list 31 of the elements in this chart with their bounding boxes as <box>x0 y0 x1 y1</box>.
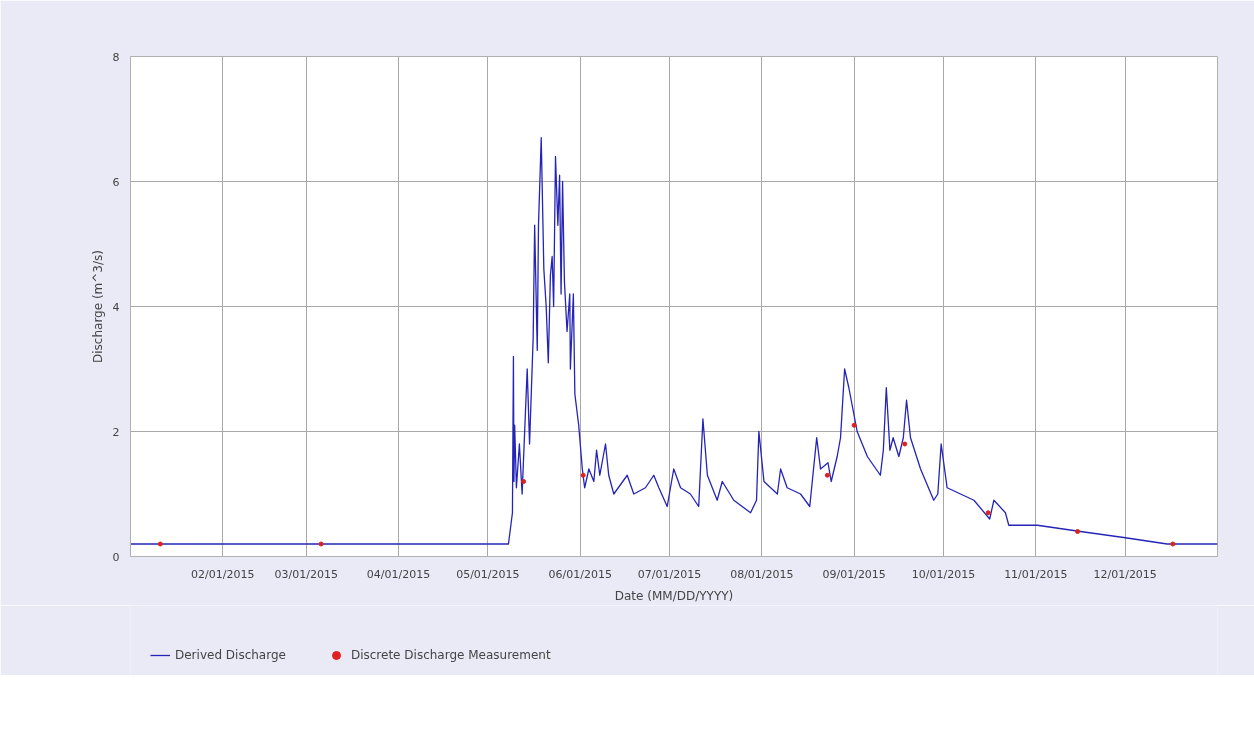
x-tick-label: 08/01/2015 <box>730 567 794 581</box>
point <box>157 541 163 547</box>
x-tick-label: 10/01/2015 <box>911 567 976 581</box>
x-tick-label: 11/01/2015 <box>1004 567 1068 581</box>
point <box>318 541 324 547</box>
point <box>1170 541 1176 547</box>
point <box>580 472 586 478</box>
point <box>824 472 830 478</box>
legend-label: Discrete Discharge Measurement <box>350 648 551 662</box>
y-tick-label: 2 <box>112 425 120 439</box>
x-tick-label: 04/01/2015 <box>366 567 431 581</box>
x-tick-label: 12/01/2015 <box>1093 567 1157 581</box>
y-tick-label: 0 <box>112 550 120 564</box>
x-tick-label: 05/01/2015 <box>456 567 520 581</box>
x-tick-label: 02/01/2015 <box>191 567 255 581</box>
y-axis-title: Discharge (m^3/s) <box>90 250 105 363</box>
point <box>985 510 991 516</box>
x-tick-label: 09/01/2015 <box>822 567 886 581</box>
x-tick-label: 03/01/2015 <box>274 567 338 581</box>
point <box>521 479 527 484</box>
x-tick-label: 06/01/2015 <box>548 567 612 581</box>
point <box>902 441 908 447</box>
legend-label: Derived Discharge <box>175 648 286 662</box>
y-tick-label: 8 <box>112 50 120 64</box>
y-tick-label: 6 <box>112 175 120 189</box>
x-tick-label: 07/01/2015 <box>637 567 702 581</box>
point <box>851 422 857 428</box>
point <box>1075 529 1081 534</box>
line-series <box>130 137 1218 545</box>
x-axis-title: Date (MM/DD/YYYY) <box>614 588 734 603</box>
y-tick-label: 4 <box>112 300 120 314</box>
